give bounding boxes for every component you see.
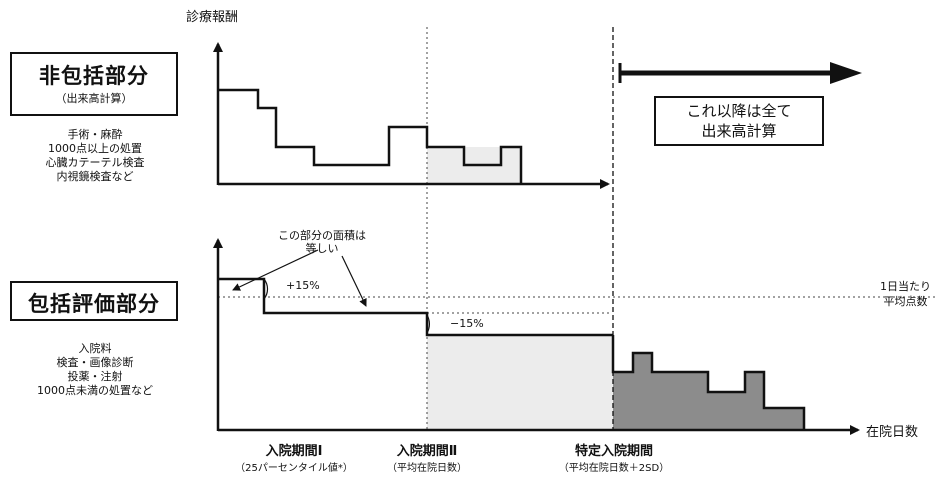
area-callout-line1: この部分の面積は bbox=[278, 229, 366, 242]
minus15-label: −15% bbox=[450, 317, 484, 330]
area-callout-arrow-left bbox=[232, 249, 319, 291]
y-axis-label: 診療報酬 bbox=[186, 10, 239, 25]
full-fee-note-line2: 出来高計算 bbox=[701, 122, 777, 140]
bundled-step-line bbox=[218, 277, 613, 337]
list-item: 心臓カテーテル検査 bbox=[45, 156, 145, 169]
full-fee-arrow-head bbox=[830, 62, 862, 84]
x-axis-label: 在院日数 bbox=[866, 425, 919, 440]
full-fee-note-line1: これ以降は全て bbox=[686, 102, 792, 120]
period1-label: 入院期間Ⅰ （25パーセンタイル値*） bbox=[224, 440, 364, 474]
specific-period-step-line bbox=[611, 335, 806, 430]
bundled-items: 入院料 検査・画像診断 投薬・注射 1000点未満の処置など bbox=[10, 342, 180, 398]
period1-sub: （25パーセンタイル値*） bbox=[235, 463, 353, 474]
area-callout: この部分の面積は 等しい bbox=[270, 229, 374, 255]
list-item: 手術・麻酔 bbox=[67, 128, 123, 141]
specific-period-label: 特定入院期間 （平均在院日数＋2SD） bbox=[532, 440, 696, 474]
list-item: 投薬・注射 bbox=[67, 370, 123, 383]
minus15-arc bbox=[426, 314, 431, 334]
plus15-arc bbox=[263, 278, 269, 300]
list-item: 入院料 bbox=[78, 342, 112, 355]
period2-name: 入院期間Ⅱ bbox=[396, 444, 458, 459]
specific-period-name: 特定入院期間 bbox=[574, 444, 653, 459]
period2-label: 入院期間Ⅱ （平均在院日数） bbox=[361, 440, 493, 474]
list-item: 1000点以上の処置 bbox=[48, 142, 142, 155]
list-item: 内視鏡検査など bbox=[56, 170, 134, 183]
period1-name: 入院期間Ⅰ bbox=[265, 444, 323, 459]
area-callout-line2: 等しい bbox=[305, 242, 339, 255]
full-fee-note-box: これ以降は全て 出来高計算 bbox=[654, 96, 824, 146]
plus15-label: +15% bbox=[286, 279, 320, 292]
specific-period-sub: （平均在院日数＋2SD） bbox=[558, 463, 670, 474]
non-bundled-items: 手術・麻酔 1000点以上の処置 心臓カテーテル検査 内視鏡検査など bbox=[10, 128, 180, 184]
bundled-box: 包括評価部分 bbox=[10, 281, 178, 321]
list-item: 1000点未満の処置など bbox=[37, 384, 153, 397]
non-bundled-step-line bbox=[218, 88, 523, 184]
period2-sub: （平均在院日数） bbox=[387, 463, 467, 474]
list-item: 検査・画像診断 bbox=[56, 356, 134, 369]
average-points-label: 1日当たり 平均点数 bbox=[880, 280, 931, 308]
non-bundled-title: 非包括部分 bbox=[39, 64, 149, 88]
area-callout-arrow-right bbox=[341, 255, 367, 307]
bundled-title: 包括評価部分 bbox=[28, 292, 160, 316]
non-bundled-subtitle: （出来高計算） bbox=[55, 92, 133, 105]
bundled-period2-area bbox=[427, 335, 613, 430]
non-bundled-box: 非包括部分 （出来高計算） bbox=[10, 52, 178, 116]
